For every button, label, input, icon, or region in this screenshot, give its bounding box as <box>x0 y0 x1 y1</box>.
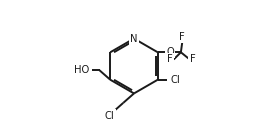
Text: Cl: Cl <box>105 111 114 121</box>
Text: Cl: Cl <box>170 75 180 85</box>
Text: HO: HO <box>74 65 90 75</box>
Text: O: O <box>166 47 174 57</box>
Text: F: F <box>167 55 173 64</box>
Text: F: F <box>179 32 185 42</box>
Text: N: N <box>130 34 138 44</box>
Text: F: F <box>190 54 195 64</box>
